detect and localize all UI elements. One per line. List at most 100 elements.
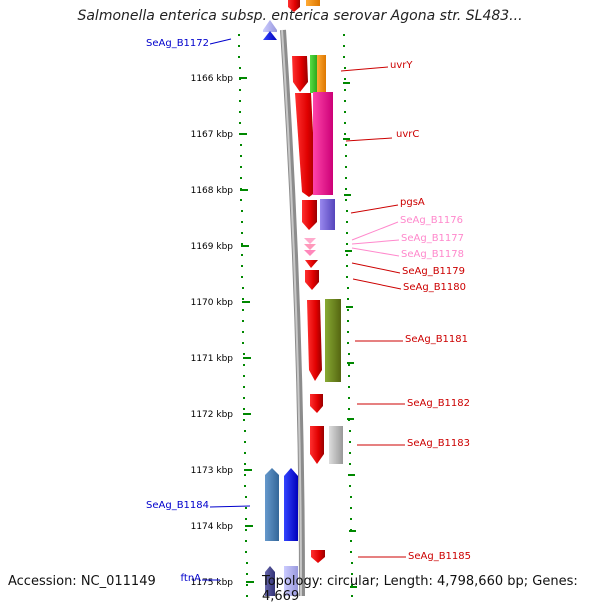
major-tick-right xyxy=(349,530,356,532)
tick-dot-right xyxy=(347,309,349,311)
tick-dot-right xyxy=(351,573,353,575)
label-leader-line xyxy=(351,247,400,257)
major-tick-left xyxy=(245,525,253,527)
tick-dot-left xyxy=(242,298,244,300)
label-leader-line xyxy=(351,262,401,274)
major-tick-right xyxy=(344,194,351,196)
tick-dot-left xyxy=(244,474,246,476)
tick-dot-left xyxy=(242,287,244,289)
tick-dot-left xyxy=(243,386,245,388)
tick-dot-left xyxy=(245,507,247,509)
axis-tick-label: 1168 kbp xyxy=(191,186,234,196)
gene-label-seag-b1185[interactable]: SeAg_B1185 xyxy=(408,551,471,562)
gene-top-red xyxy=(288,0,300,12)
tick-dot-right xyxy=(343,45,345,47)
gene-top-orange xyxy=(306,0,320,6)
gene-label-seag-b1172[interactable]: SeAg_B1172 xyxy=(146,38,209,49)
major-tick-right xyxy=(346,306,353,308)
label-leader-line xyxy=(340,66,389,72)
tick-dot-right xyxy=(344,78,346,80)
tick-dot-left xyxy=(240,177,242,179)
gene-label-pgsa[interactable]: pgsA xyxy=(400,197,425,208)
gene-seag-b1176 xyxy=(304,238,316,244)
tick-dot-left xyxy=(246,595,248,597)
tick-dot-left xyxy=(241,210,243,212)
axis-tick-label: 1170 kbp xyxy=(191,298,234,308)
tick-dot-right xyxy=(346,210,348,212)
tick-dot-left xyxy=(243,353,245,355)
gene-label-seag-b1178[interactable]: SeAg_B1178 xyxy=(401,249,464,260)
gene-seag-b1183 xyxy=(310,426,324,464)
major-tick-left xyxy=(246,581,254,583)
major-tick-right xyxy=(343,138,350,140)
tick-dot-left xyxy=(242,342,244,344)
major-tick-right xyxy=(343,82,350,84)
axis-tick-label: 1169 kbp xyxy=(191,242,234,252)
gene-label-uvry[interactable]: uvrY xyxy=(390,60,413,71)
tick-dot-left xyxy=(239,100,241,102)
tick-dot-right xyxy=(348,397,350,399)
tick-dot-left xyxy=(242,331,244,333)
tick-dot-left xyxy=(239,89,241,91)
tick-dot-right xyxy=(348,386,350,388)
tick-dot-right xyxy=(348,408,350,410)
axis-tick-label: 1175 kbp xyxy=(191,578,234,588)
tick-dot-right xyxy=(344,67,346,69)
gene-uvry xyxy=(310,55,319,93)
tick-dot-right xyxy=(345,199,347,201)
tick-dot-right xyxy=(344,111,346,113)
tick-dot-right xyxy=(349,441,351,443)
gene-label-seag-b1184[interactable]: SeAg_B1184 xyxy=(146,500,209,511)
tick-dot-right xyxy=(349,485,351,487)
tick-dot-right xyxy=(347,298,349,300)
gene-label-seag-b1180[interactable]: SeAg_B1180 xyxy=(403,282,466,293)
gene-label-seag-b1182[interactable]: SeAg_B1182 xyxy=(407,398,470,409)
tick-dot-left xyxy=(241,221,243,223)
tick-dot-left xyxy=(242,309,244,311)
gene-seag-b1179 xyxy=(305,260,318,268)
gene-red-uvrc xyxy=(295,93,316,197)
tick-dot-right xyxy=(343,34,345,36)
tick-dot-right xyxy=(350,507,352,509)
tick-dot-left xyxy=(240,199,242,201)
major-tick-right xyxy=(348,474,355,476)
major-tick-left xyxy=(239,133,247,135)
tick-dot-right xyxy=(345,188,347,190)
gene-label-seag-b1181[interactable]: SeAg_B1181 xyxy=(405,334,468,345)
tick-dot-left xyxy=(245,529,247,531)
label-leader-line xyxy=(209,505,251,508)
tick-dot-left xyxy=(241,243,243,245)
label-leader-line xyxy=(351,221,399,241)
tick-dot-right xyxy=(351,584,353,586)
gene-label-seag-b1177[interactable]: SeAg_B1177 xyxy=(401,233,464,244)
tick-dot-left xyxy=(239,122,241,124)
gene-label-uvrc[interactable]: uvrC xyxy=(396,129,419,140)
major-tick-left xyxy=(243,357,251,359)
tick-dot-right xyxy=(348,353,350,355)
major-tick-right xyxy=(347,362,354,364)
tick-dot-right xyxy=(346,243,348,245)
tick-dot-right xyxy=(344,133,346,135)
tick-dot-right xyxy=(346,254,348,256)
gene-pgsa-partner xyxy=(320,199,335,230)
tick-dot-right xyxy=(344,100,346,102)
tick-dot-right xyxy=(346,221,348,223)
gene-uvrc xyxy=(313,92,333,195)
gene-ftna-left xyxy=(265,566,275,596)
tick-dot-right xyxy=(351,595,353,597)
tick-dot-left xyxy=(242,320,244,322)
tick-dots: 1166 kbp 1167 kbp 1168 kbp 1169 kbp 1170 kbp… xyxy=(191,34,357,597)
axis-tick-label: 1166 kbp xyxy=(191,74,234,84)
gene-label-ftna[interactable]: ftnA xyxy=(181,573,202,584)
tick-dot-right xyxy=(345,144,347,146)
gene-label-seag-b1176[interactable]: SeAg_B1176 xyxy=(400,215,463,226)
gene-seag-b1183-partner xyxy=(329,426,343,464)
label-leader-line xyxy=(345,137,393,142)
gene-label-seag-b1179[interactable]: SeAg_B1179 xyxy=(402,266,465,277)
gene-label-seag-b1183[interactable]: SeAg_B1183 xyxy=(407,438,470,449)
genome-title: Salmonella enterica subsp. enterica sero… xyxy=(77,8,523,24)
tick-dot-left xyxy=(239,67,241,69)
tick-dot-right xyxy=(347,320,349,322)
major-tick-left xyxy=(242,301,250,303)
